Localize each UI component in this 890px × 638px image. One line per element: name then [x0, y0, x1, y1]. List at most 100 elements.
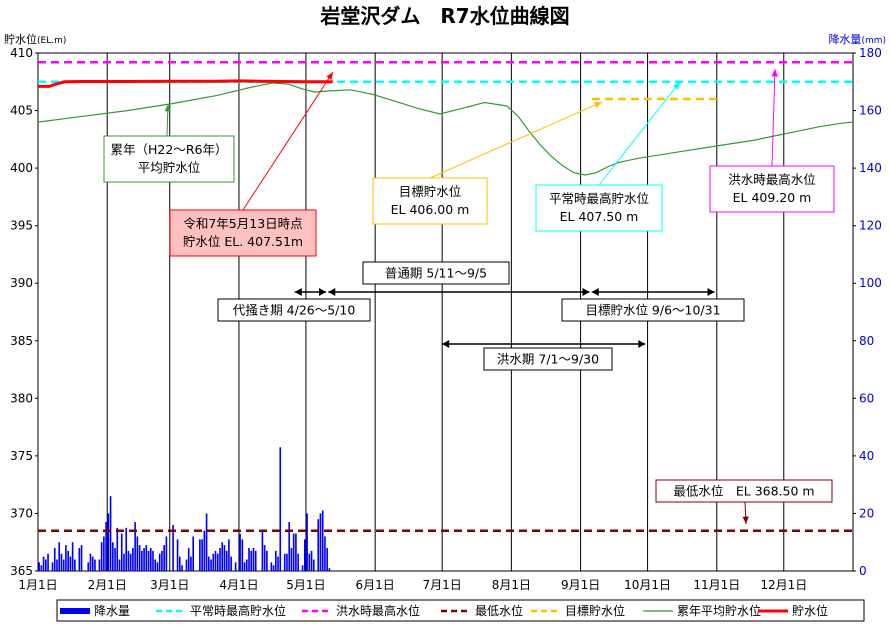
right-tick-label-1: 20: [859, 506, 874, 520]
ann-futsu-box: [362, 261, 510, 285]
legend-label-4: 目標貯水位: [565, 603, 625, 618]
chart-title: 岩堂沢ダム R7水位曲線図: [319, 4, 569, 28]
x-tick-label-10: 11月1日: [693, 578, 740, 592]
period-shiro-arrow-start: [294, 288, 302, 296]
period-kozui-arrow-end: [638, 340, 646, 348]
period-futsu-arrow-start: [328, 288, 336, 296]
precip-bar-52: [165, 536, 168, 571]
precip-bar-88: [270, 562, 273, 571]
right-tick-label-2: 40: [859, 449, 874, 463]
legend-label-1: 平常時最高貯水位: [190, 603, 286, 618]
precip-bar-1: [40, 565, 43, 571]
precip-bar-27: [109, 496, 112, 571]
right-tick-label-6: 120: [859, 219, 882, 233]
precip-bar-65: [207, 556, 210, 571]
left-tick-label-8: 405: [10, 104, 33, 118]
precip-bar-57: [185, 559, 188, 571]
period-mokuhyo-arrow-start: [591, 288, 599, 296]
precip-bar-105: [312, 559, 315, 571]
precip-bar-38: [134, 522, 136, 571]
ann-target-line-0: 目標貯水位: [399, 184, 462, 199]
right-tick-label-7: 140: [859, 161, 882, 175]
x-tick-label-3: 4月1日: [219, 578, 258, 592]
precip-bar-90: [274, 550, 277, 571]
ann-mokuhyo-line-0: 目標貯水位 9/6〜10/31: [585, 303, 720, 318]
legend-label-2: 洪水時最高水位: [336, 603, 420, 618]
precip-bar-108: [321, 510, 324, 571]
precip-bar-96: [290, 547, 293, 571]
precip-bar-15: [74, 559, 76, 571]
precip-bar-40: [138, 545, 141, 571]
ann-avg-box: [103, 135, 235, 183]
ann-shiro-line-0: 代掻き期 4/26〜5/10: [233, 303, 356, 318]
ann-shiro-box: [217, 298, 371, 322]
precip-bar-78: [241, 539, 244, 571]
precip-bar-22: [98, 559, 101, 571]
ann-min-line-0: 最低水位 EL 368.50 m: [673, 484, 814, 499]
precip-bar-111: [328, 568, 331, 571]
precip-bar-109: [324, 536, 326, 571]
precip-bar-76: [234, 562, 237, 571]
precip-bar-73: [225, 550, 228, 571]
left-tick-label-1: 370: [10, 506, 33, 520]
precip-bar-37: [132, 547, 134, 571]
precip-bar-49: [158, 553, 161, 571]
period-kozui-arrow-start: [442, 340, 450, 348]
precip-bar-23: [100, 542, 103, 571]
x-tick-label-1: 2月1日: [88, 578, 127, 592]
precip-bar-4: [47, 553, 49, 571]
precip-bar-103: [308, 553, 311, 571]
precip-bar-33: [123, 553, 125, 571]
ann-target-arrowhead: [594, 102, 602, 108]
precip-bar-79: [243, 562, 246, 571]
x-tick-label-7: 8月1日: [492, 578, 531, 592]
precip-bar-45: [149, 547, 152, 571]
ann-kozui-line-0: 洪水期 7/1〜9/30: [497, 352, 599, 367]
precip-bar-77: [239, 533, 241, 571]
ann-flood-line-1: EL 409.20 m: [733, 190, 812, 205]
ann-normal-line-1: EL 407.50 m: [560, 209, 639, 224]
left-tick-label-0: 365: [10, 564, 33, 578]
left-tick-label-4: 385: [10, 334, 33, 348]
precip-bar-89: [272, 565, 275, 571]
precip-bar-19: [89, 553, 92, 571]
left-tick-label-5: 390: [10, 276, 33, 290]
left-tick-label-7: 400: [10, 161, 33, 175]
legend-label-5: 累年平均貯水位: [677, 603, 761, 618]
precip-bar-47: [154, 559, 157, 571]
right-axis-label: 降水量(mm): [828, 32, 886, 46]
precip-bar-72: [223, 545, 226, 571]
x-tick-label-4: 5月1日: [286, 578, 325, 592]
precip-bar-39: [136, 536, 139, 571]
precip-bar-68: [214, 550, 217, 571]
ann-min-arrowhead: [742, 516, 749, 524]
precip-bar-62: [201, 539, 203, 571]
precip-bar-56: [181, 565, 183, 571]
right-axis-label-text: 降水量: [828, 32, 861, 46]
precip-bar-82: [250, 550, 253, 571]
precip-bar-43: [145, 545, 148, 571]
precip-bar-63: [203, 530, 206, 571]
right-tick-label-9: 180: [859, 46, 882, 60]
ann-min-box: [655, 479, 833, 503]
ann-target-leader: [429, 101, 603, 179]
precip-bar-6: [53, 547, 56, 571]
precip-bar-41: [141, 550, 143, 571]
left-axis-unit: (EL.m): [37, 36, 66, 46]
right-tick-label-3: 60: [859, 391, 874, 405]
precip-bar-30: [116, 527, 119, 571]
precip-bar-17: [80, 545, 83, 571]
precip-bar-16: [78, 547, 81, 571]
precip-bar-42: [143, 547, 145, 571]
ann-futsu-line-0: 普通期 5/11〜9/5: [385, 266, 487, 281]
precip-bar-85: [261, 530, 264, 571]
precip-bar-94: [286, 553, 288, 571]
precip-bar-97: [292, 533, 295, 571]
precip-bar-20: [91, 556, 94, 571]
left-axis-label-text: 貯水位: [4, 32, 37, 46]
precip-bar-5: [51, 562, 54, 571]
precip-bar-28: [111, 542, 114, 571]
ann-target-line-1: EL 406.00 m: [391, 202, 470, 217]
precip-bar-51: [163, 545, 165, 571]
